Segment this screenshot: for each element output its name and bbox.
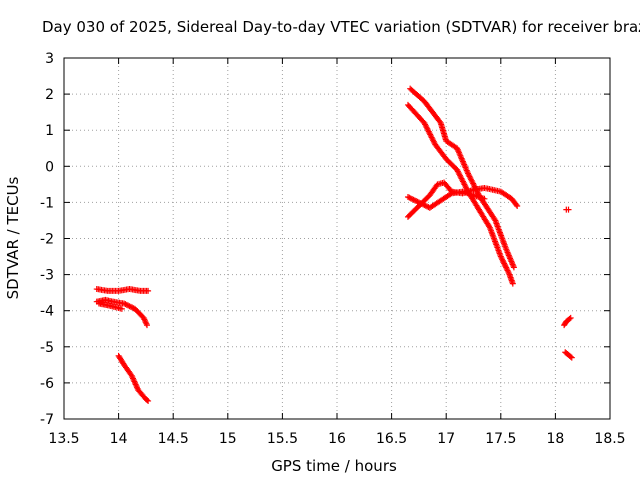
data-point [414, 198, 421, 205]
data-point [513, 201, 520, 208]
data-point [118, 305, 125, 312]
x-tick-label: 17.5 [485, 431, 516, 447]
x-tick-label: 16 [328, 431, 346, 447]
data-points [93, 85, 575, 404]
data-point [417, 200, 424, 207]
grid-lines [64, 58, 610, 419]
data-point [500, 259, 507, 266]
data-point [510, 264, 517, 271]
x-tick-label: 14 [110, 431, 128, 447]
data-point [123, 301, 130, 308]
y-tick-label: 1 [45, 123, 54, 139]
data-point [502, 263, 509, 270]
x-tick-label: 15.5 [267, 431, 298, 447]
y-tick-label: -6 [40, 376, 54, 392]
data-point [121, 300, 128, 307]
y-tick-label: -1 [40, 195, 54, 211]
data-point [415, 199, 422, 206]
data-point [127, 303, 134, 310]
x-tick-label: 13.5 [48, 431, 79, 447]
data-point [447, 191, 454, 198]
x-tick-label: 17 [437, 431, 455, 447]
data-point [499, 257, 506, 264]
data-point [421, 202, 428, 209]
y-axis-ticks: 3 2 1 0 -1 -2 -3 -4 -5 -6 -7 [40, 51, 610, 428]
data-point [567, 353, 574, 360]
data-point [406, 194, 413, 201]
data-point [504, 267, 511, 274]
data-point [407, 195, 414, 202]
y-tick-label: 0 [45, 159, 54, 175]
data-point [499, 256, 506, 263]
data-point [505, 270, 512, 277]
x-tick-label: 15 [219, 431, 237, 447]
data-point [509, 280, 516, 287]
y-tick-label: -7 [40, 412, 54, 428]
data-point [143, 322, 150, 329]
y-tick-label: 2 [45, 87, 54, 103]
data-point [503, 264, 510, 271]
data-point [129, 304, 136, 311]
chart-title: Day 030 of 2025, Sidereal Day-to-day VTE… [42, 18, 640, 36]
data-point [411, 197, 418, 204]
x-axis-ticks: 13.5 14 14.5 15 15.5 16 16.5 17 17.5 18 18.5 [48, 58, 626, 447]
data-point [122, 301, 129, 308]
data-point [497, 253, 504, 260]
data-point [145, 287, 152, 294]
x-axis-label: GPS time / hours [271, 457, 397, 475]
data-point [501, 260, 508, 267]
x-tick-label: 16.5 [376, 431, 407, 447]
data-point [568, 354, 575, 361]
data-point [126, 303, 133, 310]
data-point [145, 397, 152, 404]
y-tick-label: -3 [40, 268, 54, 284]
data-point [566, 315, 573, 322]
data-point [567, 314, 574, 321]
data-point [505, 268, 512, 275]
data-point [503, 266, 510, 273]
x-tick-label: 18.5 [594, 431, 625, 447]
data-point [404, 193, 411, 200]
y-tick-label: -2 [40, 232, 54, 248]
data-point [514, 203, 521, 210]
data-point [418, 200, 425, 207]
y-tick-label: -5 [40, 340, 54, 356]
data-point [481, 195, 488, 202]
y-axis-label: SDTVAR / TECUs [4, 176, 22, 299]
data-point [501, 261, 508, 268]
data-point [125, 302, 132, 309]
data-point [410, 196, 417, 203]
data-point [498, 254, 505, 261]
data-point [413, 198, 420, 205]
x-tick-label: 18 [546, 431, 564, 447]
y-tick-label: 3 [45, 51, 54, 67]
data-point [419, 201, 426, 208]
data-point [409, 196, 416, 203]
data-point [565, 206, 572, 213]
y-tick-label: -4 [40, 304, 54, 320]
x-tick-label: 14.5 [158, 431, 189, 447]
data-point [143, 397, 150, 404]
data-point [422, 202, 429, 209]
